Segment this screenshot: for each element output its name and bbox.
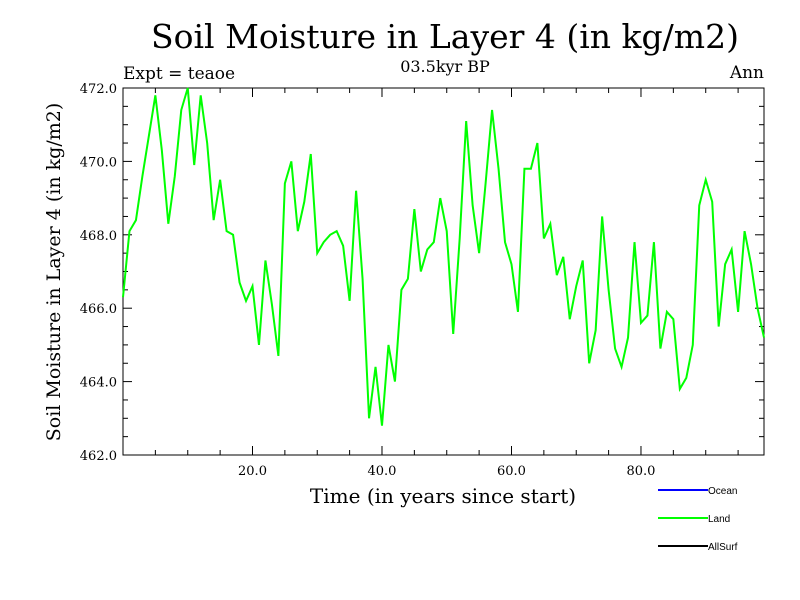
chart-subtitle: 03.5kyr BP — [400, 57, 490, 76]
x-tick-label: 40.0 — [368, 464, 397, 479]
y-tick-label: 472.0 — [80, 82, 117, 97]
legend-label-allsurf: AllSurf — [708, 542, 738, 553]
legend: Ocean Land AllSurf — [658, 486, 738, 553]
y-tick-label: 466.0 — [80, 302, 117, 317]
y-tick-label: 464.0 — [80, 376, 117, 391]
y-tick-label: 462.0 — [80, 449, 117, 464]
axes: 20.0 40.0 60.0 80.0 462.0 464.0 466.0 468.0 470.… — [80, 82, 765, 479]
x-axis-label: Time (in years since start) — [310, 484, 576, 508]
series-layer — [122, 87, 765, 426]
legend-label-ocean: Ocean — [708, 486, 737, 497]
y-tick-label: 468.0 — [80, 229, 117, 244]
x-tick-label: 20.0 — [238, 464, 267, 479]
experiment-label: Expt = teaoe — [123, 64, 235, 84]
y-tick-label: 470.0 — [80, 155, 117, 170]
season-label: Ann — [729, 63, 764, 83]
y-axis-label: Soil Moisture in Layer 4 (in kg/m2) — [43, 103, 65, 442]
chart-title: Soil Moisture in Layer 4 (in kg/m2) — [151, 17, 739, 56]
x-tick-label: 80.0 — [627, 464, 656, 479]
plot-frame — [122, 87, 765, 456]
x-tick-label: 60.0 — [497, 464, 526, 479]
series-line-land — [122, 87, 765, 426]
legend-label-land: Land — [708, 514, 730, 525]
